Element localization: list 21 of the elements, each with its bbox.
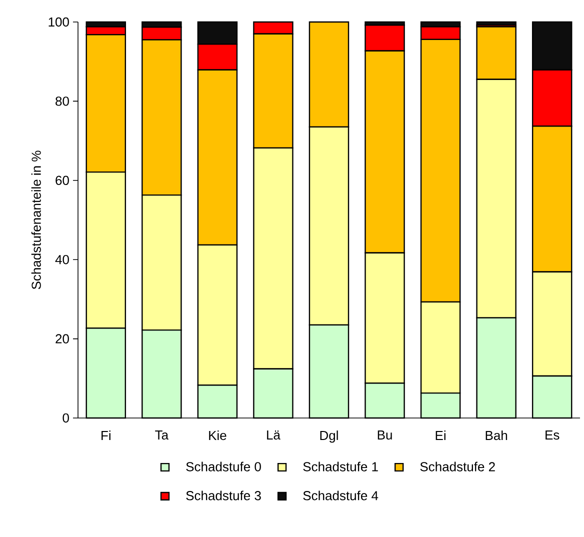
y-tick-label: 20 <box>56 334 69 344</box>
x-tick-label: Lä <box>267 430 280 440</box>
y-axis-title: Schadstufenanteile in % <box>31 150 41 290</box>
legend-label: Schadstufe 3 <box>186 490 261 500</box>
x-tick-label: Kie <box>209 430 226 440</box>
y-tick-label: 60 <box>56 176 69 185</box>
legend-label: Schadstufe 2 <box>420 462 495 472</box>
legend-label: Schadstufe 0 <box>186 462 261 472</box>
legend-label: Schadstufe 1 <box>303 462 378 472</box>
x-tick-label: Bu <box>378 430 392 440</box>
x-tick-label: Ei <box>436 430 446 440</box>
x-tick-label: Dgl <box>320 430 338 443</box>
x-tick-label: Es <box>546 430 560 440</box>
legend-label: Schadstufe 4 <box>303 490 378 500</box>
x-tick-label: Fi <box>102 430 110 440</box>
y-tick-label: 40 <box>55 254 69 264</box>
y-tick-label: 0 <box>62 413 69 423</box>
x-tick-label: Ta <box>155 430 169 440</box>
x-tick-label: Bah <box>486 430 508 440</box>
y-tick-label: 80 <box>56 96 69 106</box>
y-tick-label: 100 <box>48 17 69 27</box>
